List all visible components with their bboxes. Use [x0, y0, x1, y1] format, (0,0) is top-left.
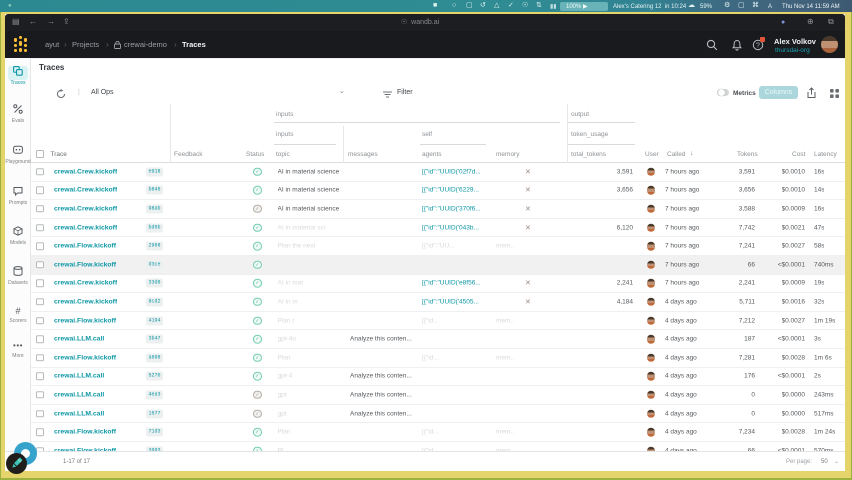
svg-text:?: ?	[756, 43, 760, 50]
